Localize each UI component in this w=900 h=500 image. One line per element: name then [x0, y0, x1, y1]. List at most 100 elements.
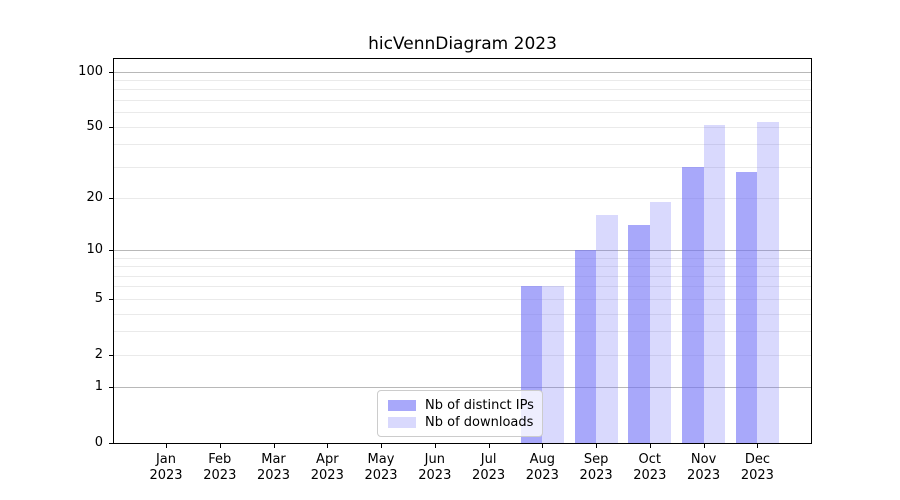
gridline-y-20 [114, 198, 811, 199]
x-tick-jan [166, 444, 167, 448]
y-tick-label-20: 20 [86, 190, 103, 205]
x-tick-year: 2023 [633, 468, 667, 483]
bar-nb-of-downloads-oct [649, 201, 672, 443]
gridline-y-2 [114, 354, 811, 356]
x-tick-label-may: May 2023 [341, 452, 421, 484]
x-tick-jul [488, 444, 490, 448]
x-tick-year: 2023 [149, 468, 183, 483]
x-tick-month: Oct [638, 452, 662, 467]
x-tick-oct [649, 444, 651, 448]
chart-title: hicVennDiagram 2023 [368, 34, 557, 54]
bar-nb-of-downloads-nov [703, 125, 726, 443]
x-tick-label-jan: Jan 2023 [126, 452, 206, 484]
x-tick-year: 2023 [256, 468, 291, 483]
x-tick-month: Mar [261, 452, 286, 467]
y-tick-0 [109, 443, 113, 444]
x-tick-apr [327, 444, 329, 448]
x-tick-year: 2023 [364, 468, 398, 483]
x-tick-label-feb: Feb 2023 [180, 452, 260, 484]
y-tick-label-0: 0 [94, 435, 103, 450]
x-tick-label-nov: Nov 2023 [664, 452, 744, 484]
legend: Nb of distinct IPs Nb of downloads [377, 390, 543, 437]
bar-nb-of-distinct-ips-oct [628, 225, 650, 443]
y-tick-label-50: 50 [86, 118, 103, 134]
y-tick-label-10: 10 [86, 242, 103, 257]
x-tick-label-aug: Aug 2023 [502, 452, 582, 484]
x-tick-month: Sep [583, 452, 609, 467]
x-tick-year: 2023 [525, 468, 559, 483]
gridline-y-6 [114, 286, 811, 288]
y-tick-label-2: 2 [94, 346, 103, 362]
y-tick-50 [109, 126, 113, 128]
x-tick-month: Dec [744, 452, 770, 467]
x-tick-label-mar: Mar 2023 [234, 452, 314, 484]
legend-label-0: Nb of distinct IPs [425, 398, 534, 413]
gridline-y-70 [114, 100, 811, 101]
x-tick-jun [434, 444, 436, 448]
gridline-y-50 [114, 126, 811, 128]
gridline-y-40 [114, 144, 811, 146]
bar-nb-of-distinct-ips-nov [682, 166, 704, 443]
legend-entry-1: Nb of downloads [388, 415, 534, 430]
gridline-y-4 [114, 313, 811, 315]
gridline-y-80 [114, 89, 811, 91]
gridline-y-7 [114, 275, 811, 277]
bar-nb-of-downloads-dec [757, 122, 779, 443]
x-tick-feb [219, 444, 221, 448]
bar-nb-of-distinct-ips-sep [574, 250, 597, 443]
x-tick-year: 2023 [687, 468, 721, 483]
y-tick-label-1: 1 [94, 379, 103, 395]
gridline-y-3 [114, 331, 811, 333]
gridline-y-90 [114, 80, 811, 81]
gridline-y-100 [114, 71, 811, 73]
y-tick-10 [109, 250, 113, 251]
x-tick-month: Jan [155, 452, 177, 467]
x-tick-label-apr: Apr 2023 [287, 452, 367, 484]
plot-inner [114, 59, 811, 443]
y-tick-2 [109, 354, 113, 356]
y-tick-5 [109, 298, 113, 300]
x-tick-year: 2023 [740, 468, 774, 483]
legend-label-1: Nb of downloads [425, 415, 534, 430]
gridline-y-60 [114, 112, 811, 114]
y-tick-100 [109, 71, 113, 73]
y-tick-1 [109, 387, 113, 389]
legend-swatch-1 [388, 417, 416, 428]
x-tick-year: 2023 [203, 468, 237, 483]
x-tick-year: 2023 [310, 468, 344, 483]
x-tick-month: Feb [208, 452, 232, 467]
bar-nb-of-distinct-ips-dec [735, 172, 758, 443]
y-tick-20 [109, 198, 113, 199]
x-tick-label-jul: Jul 2023 [449, 452, 529, 484]
x-tick-sep [596, 444, 598, 448]
x-tick-dec [757, 444, 759, 448]
y-tick-label-100: 100 [78, 63, 103, 79]
legend-swatch-0 [388, 400, 416, 411]
x-tick-month: Aug [529, 452, 555, 467]
x-tick-month: Jun [424, 452, 445, 467]
bar-nb-of-downloads-sep [596, 215, 618, 443]
x-tick-mar [273, 444, 275, 448]
x-tick-label-oct: Oct 2023 [610, 452, 690, 484]
x-tick-nov [703, 444, 705, 448]
gridline-y-30 [114, 166, 811, 168]
x-tick-aug [542, 444, 544, 448]
x-tick-year: 2023 [472, 468, 506, 483]
x-tick-year: 2023 [418, 468, 452, 483]
x-tick-month: May [367, 452, 395, 467]
y-tick-label-5: 5 [94, 290, 103, 306]
gridline-y-10 [114, 250, 811, 251]
legend-entry-0: Nb of distinct IPs [388, 398, 534, 413]
gridline-y-9 [114, 257, 811, 259]
x-tick-may [381, 444, 382, 448]
x-tick-label-sep: Sep 2023 [556, 452, 636, 484]
x-tick-label-dec: Dec 2023 [717, 452, 797, 484]
x-tick-month: Jul [480, 452, 497, 467]
plot-area [113, 58, 812, 444]
gridline-y-8 [114, 266, 811, 268]
x-tick-year: 2023 [579, 468, 613, 483]
x-tick-month: Apr [316, 452, 339, 467]
bar-nb-of-downloads-aug [542, 286, 564, 443]
gridline-y-1 [114, 387, 811, 389]
